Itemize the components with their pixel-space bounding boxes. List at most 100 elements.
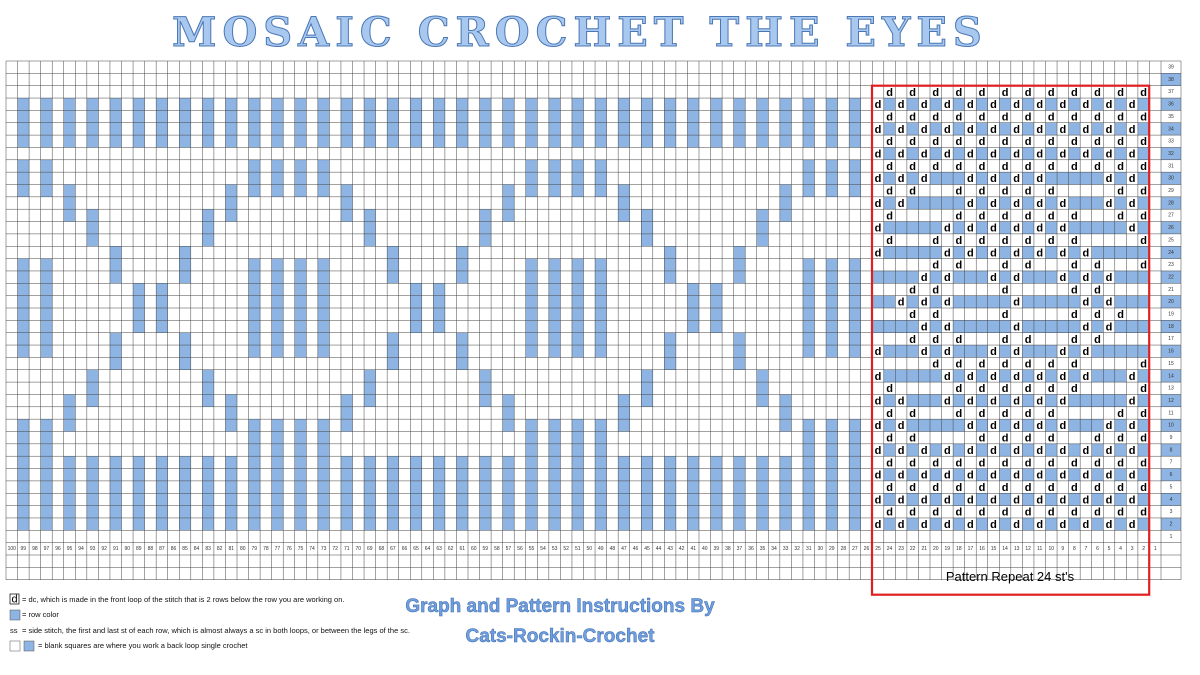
dc-symbol: d [967,198,974,210]
row-color-cell [883,270,896,284]
dc-symbol: d [1002,457,1009,469]
row-color-cell [479,480,492,494]
row-color-cell [225,480,237,494]
row-color-cell [1137,221,1150,234]
row-color-cell [826,122,838,136]
dc-symbol: d [1129,173,1136,185]
row-color-cell [156,505,168,518]
row-color-cell [479,110,492,123]
row-color-cell [387,357,399,370]
row-color-cell [86,493,99,506]
row-color-cell [953,517,965,531]
row-color-cell [340,493,353,506]
cells [17,73,1181,531]
row-color-cell [664,468,676,481]
dc-symbol: d [956,358,963,370]
dc-symbol: d [1140,111,1147,123]
dc-symbol: d [932,334,939,346]
dc-symbol: d [1059,99,1066,111]
row-color-cell [1068,320,1081,333]
dc-symbol: d [1140,507,1147,519]
row-color-cell [618,456,630,469]
column-number: 33 [783,546,789,552]
row-color-cell [248,122,261,136]
dc-symbol: d [990,494,997,506]
row-color-cell [548,480,561,494]
dc-symbol: d [944,470,951,482]
dc-symbol: d [1048,383,1055,395]
row-color-cell [906,443,919,457]
dc-symbol: d [1106,445,1113,457]
row-color-cell [687,283,699,296]
row-color-cell [1126,246,1138,259]
row-color-cell [1022,493,1034,506]
row-color-cell [340,98,353,111]
dc-symbol: d [898,470,905,482]
column-number: 25 [875,546,881,552]
row-color-cell [664,357,676,370]
dc-symbol: d [1094,507,1101,519]
dc-symbol: d [1002,260,1009,272]
column-number: 30 [817,546,823,552]
row-color-cell [1103,369,1115,383]
dc-symbol: d [944,297,951,309]
row-color-cell [906,147,919,160]
row-color-cell [999,394,1011,407]
row-color-cell [826,468,838,481]
column-number: 97 [44,546,50,552]
row-number-cell [1161,196,1181,210]
row-color-cell [976,122,988,136]
row-color-cell [479,493,492,506]
dc-symbol: d [921,519,928,531]
row-color-cell [179,332,191,346]
row-color-cell [525,480,538,494]
row-color-cell [1114,270,1127,284]
dc-symbol: d [886,210,893,222]
row-color-cell [918,246,930,259]
row-color-cell [1137,345,1150,358]
row-color-cell [294,443,307,457]
column-number: 43 [667,546,673,552]
dc-symbol: d [1025,507,1032,519]
row-color-cell [664,345,676,358]
dc-symbol: d [921,494,928,506]
dc-symbol: d [1071,284,1078,296]
dc-symbol: d [1071,309,1078,321]
row-color-cell [1114,98,1127,111]
row-color-cell [17,493,30,506]
row-color-cell [756,480,769,494]
row-color-cell [479,135,492,148]
row-color-cell [502,209,515,222]
row-color-cell [1091,345,1104,358]
row-color-cell [40,172,53,185]
row-color-cell [918,196,930,210]
column-number: 18 [956,546,962,552]
row-color-cell [179,122,191,136]
row-color-cell [294,332,307,346]
row-color-cell [294,295,307,308]
dc-symbol: d [1117,482,1124,494]
dc-symbol: d [1013,420,1020,432]
credit: Cats-Rockin-Crochet [466,626,656,647]
row-color-cell [525,320,538,333]
row-color-cell [294,493,307,506]
dc-symbol: d [1025,358,1032,370]
dc-symbol: d [1083,124,1090,136]
row-color-cell [433,468,445,481]
row-color-cell [525,135,538,148]
row-color-cell [340,394,353,407]
row-number: 36 [1168,102,1174,108]
row-color-cell [664,493,676,506]
row-color-cell [271,270,284,284]
repeat-outline [870,84,1151,596]
dc-symbol: d [990,223,997,235]
row-number-cell [1161,443,1181,457]
dc-symbol: d [1071,210,1078,222]
row-color-cell [109,456,122,469]
dc-symbol: d [1036,494,1043,506]
row-color-cell [756,369,769,383]
dc-symbol: d [1071,507,1078,519]
dc-symbol: d [956,408,963,420]
dc-symbol: d [932,457,939,469]
dc-symbol: d [875,223,882,235]
